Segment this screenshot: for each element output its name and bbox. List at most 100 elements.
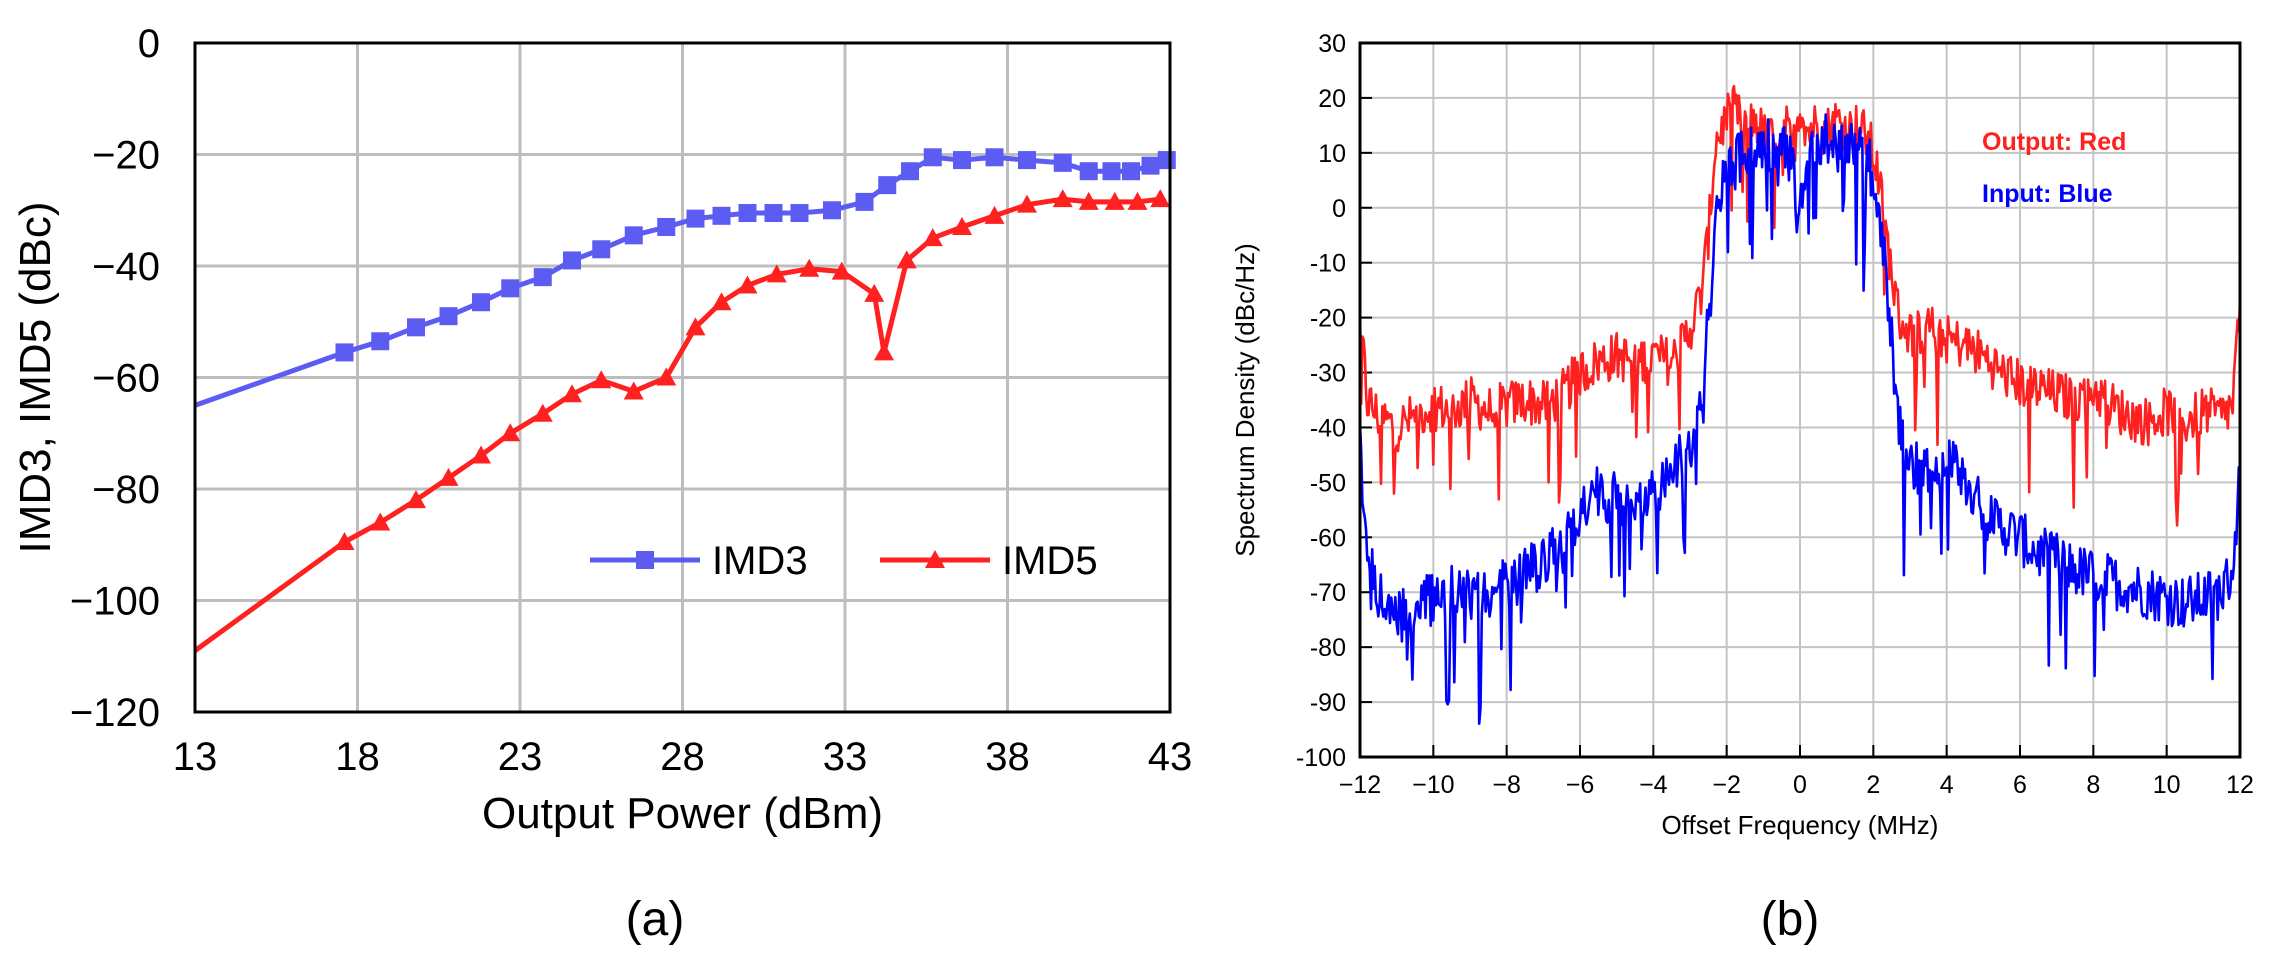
a-point-imd3 — [901, 162, 919, 181]
a-x-tick-label: 13 — [173, 735, 218, 779]
b-y-tick-label: -10 — [1310, 250, 1346, 278]
b-x-tick-label: −8 — [1492, 771, 1521, 799]
a-point-imd5 — [1017, 194, 1037, 213]
a-point-imd5 — [896, 250, 917, 269]
a-point-imd3 — [1141, 156, 1160, 175]
a-point-imd3 — [855, 192, 874, 211]
a-point-imd5 — [685, 317, 706, 336]
a-point-imd5 — [864, 283, 885, 302]
a-point-imd5 — [984, 205, 1005, 224]
a-point-imd5 — [799, 258, 820, 277]
a-y-tick-label: −40 — [92, 245, 160, 289]
b-x-tick-label: −12 — [1339, 771, 1381, 799]
a-point-imd3 — [533, 268, 552, 287]
b-x-tick-label: 0 — [1793, 771, 1807, 799]
a-point-imd5 — [1150, 189, 1171, 208]
a-point-imd5 — [1127, 191, 1148, 210]
a-point-imd3 — [712, 206, 731, 225]
a-x-axis-label: Output Power (dBm) — [482, 789, 883, 838]
a-point-imd5 — [831, 261, 852, 280]
a-point-imd5 — [532, 403, 553, 422]
a-legend-imd5-marker — [925, 550, 945, 568]
b-x-tick-label: −6 — [1566, 771, 1595, 799]
b-x-tick-label: −4 — [1639, 771, 1668, 799]
a-x-tick-label: 23 — [498, 735, 543, 779]
b-y-tick-label: -20 — [1310, 305, 1346, 333]
a-point-imd3 — [1102, 162, 1121, 181]
a-point-imd5 — [656, 367, 677, 386]
b-x-tick-label: 2 — [1866, 771, 1880, 799]
a-point-imd3 — [624, 226, 643, 245]
a-point-imd3 — [686, 209, 705, 228]
b-y-tick-label: 30 — [1318, 30, 1346, 58]
a-plot-frame — [193, 41, 1172, 714]
b-y-tick-label: -70 — [1310, 579, 1346, 607]
b-series — [1358, 84, 2242, 725]
a-point-imd3 — [985, 148, 1004, 167]
a-point-imd5 — [1052, 189, 1073, 208]
a-point-imd3 — [923, 148, 942, 167]
b-y-tick-label: 0 — [1332, 195, 1346, 223]
a-point-imd3 — [1157, 151, 1176, 170]
b-y-tick-label: -90 — [1310, 689, 1346, 717]
b-y-tick-label: -40 — [1310, 414, 1346, 442]
a-y-tick-label: −20 — [92, 134, 160, 178]
b-x-tick-label: −10 — [1412, 771, 1454, 799]
b-caption: (b) — [1761, 893, 1820, 946]
a-legend: IMD3 IMD5 — [590, 539, 1098, 583]
a-point-imd5 — [623, 381, 644, 400]
a-legend-imd3-marker — [636, 551, 654, 569]
a-y-tick-label: −80 — [92, 468, 160, 512]
a-tick-labels: 13 18 23 28 33 38 43 0 −20 −40 −60 −80 −100 −120 — [70, 22, 1192, 779]
a-point-imd3 — [657, 217, 676, 236]
b-x-tick-label: 6 — [2013, 771, 2027, 799]
a-x-tick-label: 18 — [335, 735, 380, 779]
a-point-imd3 — [439, 307, 458, 326]
a-point-imd3 — [1122, 162, 1140, 181]
panel-a: 13 18 23 28 33 38 43 0 −20 −40 −60 −80 −100 −120 Outp… — [11, 22, 1192, 946]
b-y-axis-label: Spectrum Density (dBc/Hz) — [1230, 243, 1260, 557]
a-legend-imd3-label: IMD3 — [712, 539, 808, 583]
a-point-imd5 — [562, 384, 582, 403]
b-tick-labels: −12 −10 −8 −6 −4 −2 0 2 4 6 8 10 12 30 20 10 0 -10 -20 -30 -… — [1296, 30, 2254, 799]
a-y-tick-label: −120 — [70, 691, 160, 735]
a-grid — [193, 41, 1172, 714]
b-annotation-input: Input: Blue — [1982, 180, 2113, 208]
a-x-tick-label: 38 — [985, 735, 1030, 779]
a-point-imd3 — [1053, 153, 1072, 172]
b-x-tick-label: 12 — [2226, 771, 2254, 799]
a-point-imd5 — [471, 445, 491, 464]
a-point-imd5 — [766, 264, 787, 283]
a-x-tick-label: 28 — [660, 735, 705, 779]
a-point-imd3 — [878, 176, 897, 195]
b-x-tick-label: 4 — [1940, 771, 1954, 799]
a-point-imd5 — [952, 216, 972, 235]
a-point-imd5 — [1078, 191, 1099, 210]
a-y-axis-label: IMD3, IMD5 (dBc) — [11, 201, 60, 553]
a-point-imd3 — [563, 251, 581, 270]
a-point-imd3 — [953, 151, 971, 170]
a-point-imd3 — [335, 343, 354, 362]
a-point-imd3 — [407, 318, 425, 337]
b-y-tick-label: -100 — [1296, 744, 1346, 772]
b-plot-frame — [1358, 41, 2242, 759]
a-point-imd3 — [592, 240, 611, 259]
panel-b: −12 −10 −8 −6 −4 −2 0 2 4 6 8 10 12 30 20 10 0 -10 -20 -30 -… — [1230, 30, 2254, 946]
a-y-tick-label: −60 — [92, 357, 160, 401]
a-point-imd3 — [501, 279, 520, 298]
b-y-tick-label: -30 — [1310, 360, 1346, 388]
a-caption: (a) — [626, 893, 685, 946]
a-x-tick-label: 33 — [823, 735, 868, 779]
b-y-tick-label: 10 — [1318, 140, 1346, 168]
a-point-imd5 — [874, 342, 894, 361]
b-y-tick-label: 20 — [1318, 85, 1346, 113]
b-x-tick-label: 8 — [2086, 771, 2100, 799]
a-x-tick-label: 43 — [1148, 735, 1193, 779]
a-point-imd3 — [738, 204, 757, 223]
a-series-line-imd3 — [194, 154, 1168, 408]
a-point-imd3 — [764, 204, 783, 223]
a-y-tick-label: −100 — [70, 580, 160, 624]
a-point-imd5 — [1104, 191, 1125, 210]
a-point-imd5 — [737, 275, 758, 294]
a-point-imd5 — [370, 512, 391, 531]
